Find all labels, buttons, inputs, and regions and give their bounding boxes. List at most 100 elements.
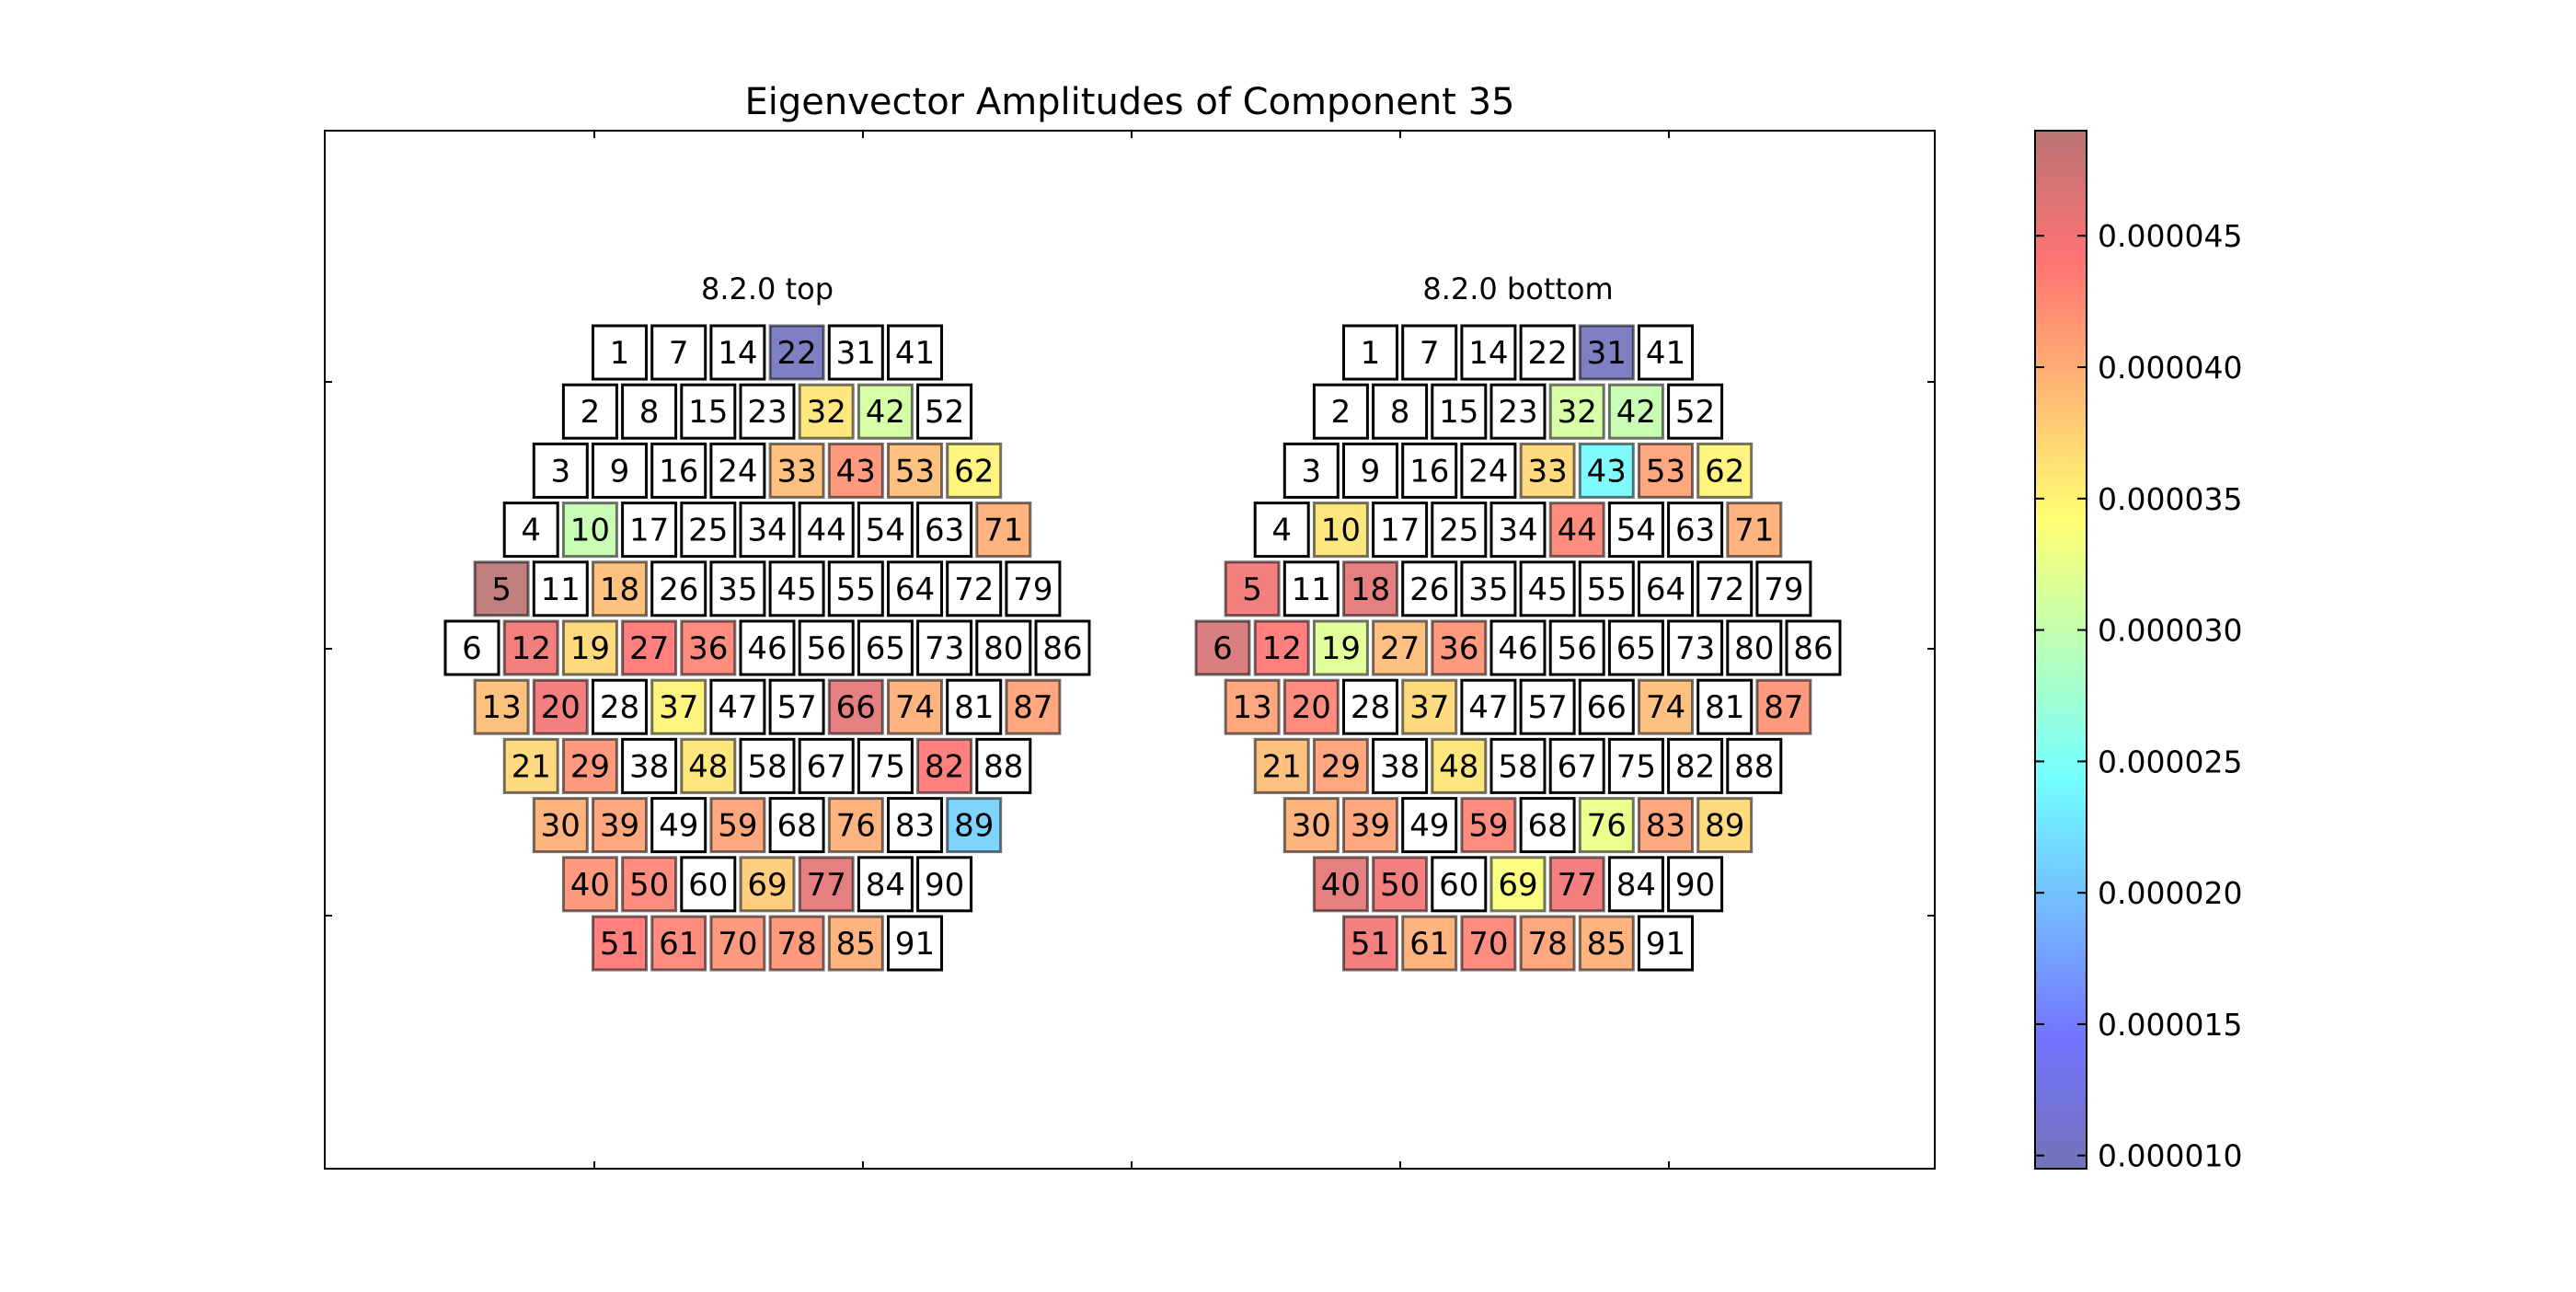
bottom-cell-34: 34 <box>1489 502 1547 559</box>
bottom-cell-box-13 <box>1224 678 1281 735</box>
top-cell-56: 56 <box>798 619 855 676</box>
top-cell-box-57 <box>768 678 825 735</box>
top-cell-14: 14 <box>709 324 766 381</box>
bottom-cell-14: 14 <box>1460 324 1517 381</box>
top-cell-box-21 <box>502 737 559 794</box>
bottom-cell-label-84: 84 <box>1616 867 1656 904</box>
top-cell-5: 5 <box>473 560 530 617</box>
top-cell-label-64: 64 <box>895 571 935 608</box>
top-cell-13: 13 <box>473 678 530 735</box>
bottom-cell-label-5: 5 <box>1242 571 1262 608</box>
top-cell-label-2: 2 <box>581 394 601 431</box>
top-cell-51: 51 <box>592 915 648 972</box>
bottom-cell-box-20 <box>1282 678 1340 735</box>
bottom-cell-label-38: 38 <box>1380 748 1420 785</box>
top-cell-box-67 <box>798 737 855 794</box>
top-cell-box-1 <box>592 324 648 381</box>
bottom-cell-16: 16 <box>1401 442 1458 499</box>
bottom-cell-60: 60 <box>1431 856 1488 913</box>
top-cell-91: 91 <box>887 915 943 972</box>
bottom-cell-65: 65 <box>1607 619 1664 676</box>
bottom-cell-box-26 <box>1401 560 1458 617</box>
bottom-cell-78: 78 <box>1519 915 1576 972</box>
top-cell-box-25 <box>680 502 737 559</box>
top-cell-12: 12 <box>502 619 559 676</box>
top-cell-box-29 <box>561 737 618 794</box>
top-cell-box-84 <box>857 856 914 913</box>
bottom-cell-label-19: 19 <box>1321 630 1361 667</box>
top-cell-box-24 <box>709 442 766 499</box>
bottom-cell-label-55: 55 <box>1587 571 1627 608</box>
top-cell-80: 80 <box>975 619 1032 676</box>
bottom-cell-57: 57 <box>1519 678 1576 735</box>
top-cell-3: 3 <box>532 442 589 499</box>
top-cell-box-12 <box>502 619 559 676</box>
bottom-cell-53: 53 <box>1638 442 1694 499</box>
top-cell-box-73 <box>916 619 973 676</box>
bottom-cell-label-12: 12 <box>1262 630 1302 667</box>
bottom-cell-27: 27 <box>1372 619 1429 676</box>
top-cell-54: 54 <box>857 502 914 559</box>
bottom-cell-40: 40 <box>1312 856 1369 913</box>
top-cell-label-61: 61 <box>659 926 698 963</box>
top-cell-label-84: 84 <box>866 867 905 904</box>
bottom-cell-36: 36 <box>1431 619 1488 676</box>
top-cell-box-20 <box>532 678 589 735</box>
top-cell-55: 55 <box>827 560 884 617</box>
bottom-cell-76: 76 <box>1578 797 1635 854</box>
top-cell-box-39 <box>592 797 648 854</box>
bottom-cell-42: 42 <box>1607 383 1664 440</box>
bottom-cell-label-87: 87 <box>1764 689 1803 726</box>
bottom-cell-label-27: 27 <box>1380 630 1420 667</box>
bottom-cell-label-70: 70 <box>1468 926 1508 963</box>
bottom-cell-32: 32 <box>1548 383 1605 440</box>
top-cell-label-29: 29 <box>570 748 610 785</box>
colorbar-tick-label-3: 0.000025 <box>2098 744 2242 779</box>
bottom-cell-45: 45 <box>1519 560 1576 617</box>
top-cell-label-22: 22 <box>776 335 816 372</box>
bottom-cell-box-42 <box>1607 383 1664 440</box>
colorbar-tick-label-7: 0.000045 <box>2098 218 2242 254</box>
bottom-cell-box-35 <box>1460 560 1517 617</box>
bottom-cell-54: 54 <box>1607 502 1664 559</box>
bottom-cell-box-56 <box>1548 619 1605 676</box>
bottom-cell-label-56: 56 <box>1558 630 1597 667</box>
top-cell-label-86: 86 <box>1042 630 1082 667</box>
bottom-cell-label-72: 72 <box>1705 571 1744 608</box>
bottom-cell-box-51 <box>1342 915 1398 972</box>
top-cell-71: 71 <box>975 502 1032 559</box>
bottom-cell-68: 68 <box>1519 797 1576 854</box>
bottom-cell-31: 31 <box>1578 324 1635 381</box>
top-cell-38: 38 <box>621 737 678 794</box>
bottom-cell-label-74: 74 <box>1646 689 1685 726</box>
bottom-cell-box-86 <box>1785 619 1842 676</box>
top-cell-box-65 <box>857 619 914 676</box>
bottom-cell-label-58: 58 <box>1498 748 1537 785</box>
top-cell-69: 69 <box>739 856 796 913</box>
top-cell-box-49 <box>650 797 707 854</box>
top-cell-58: 58 <box>739 737 796 794</box>
bottom-cell-box-54 <box>1607 502 1664 559</box>
bottom-cell-box-29 <box>1312 737 1369 794</box>
bottom-cell-box-24 <box>1460 442 1517 499</box>
bottom-cell-label-49: 49 <box>1409 808 1449 845</box>
top-cell-box-33 <box>768 442 825 499</box>
top-cell-label-81: 81 <box>954 689 994 726</box>
bottom-cell-box-83 <box>1638 797 1694 854</box>
top-cell-box-51 <box>592 915 648 972</box>
top-cell-label-77: 77 <box>807 867 846 904</box>
bottom-cell-box-90 <box>1667 856 1724 913</box>
top-cell-30: 30 <box>532 797 589 854</box>
top-cell-90: 90 <box>916 856 973 913</box>
top-cell-box-31 <box>827 324 884 381</box>
top-cell-label-39: 39 <box>600 808 639 845</box>
top-cell-33: 33 <box>768 442 825 499</box>
bottom-cell-box-1 <box>1342 324 1398 381</box>
top-cell-label-47: 47 <box>718 689 757 726</box>
bottom-cell-label-88: 88 <box>1734 748 1774 785</box>
top-cell-label-80: 80 <box>983 630 1023 667</box>
top-cell-label-76: 76 <box>836 808 876 845</box>
bottom-cell-box-40 <box>1312 856 1369 913</box>
bottom-cell-label-73: 73 <box>1675 630 1715 667</box>
